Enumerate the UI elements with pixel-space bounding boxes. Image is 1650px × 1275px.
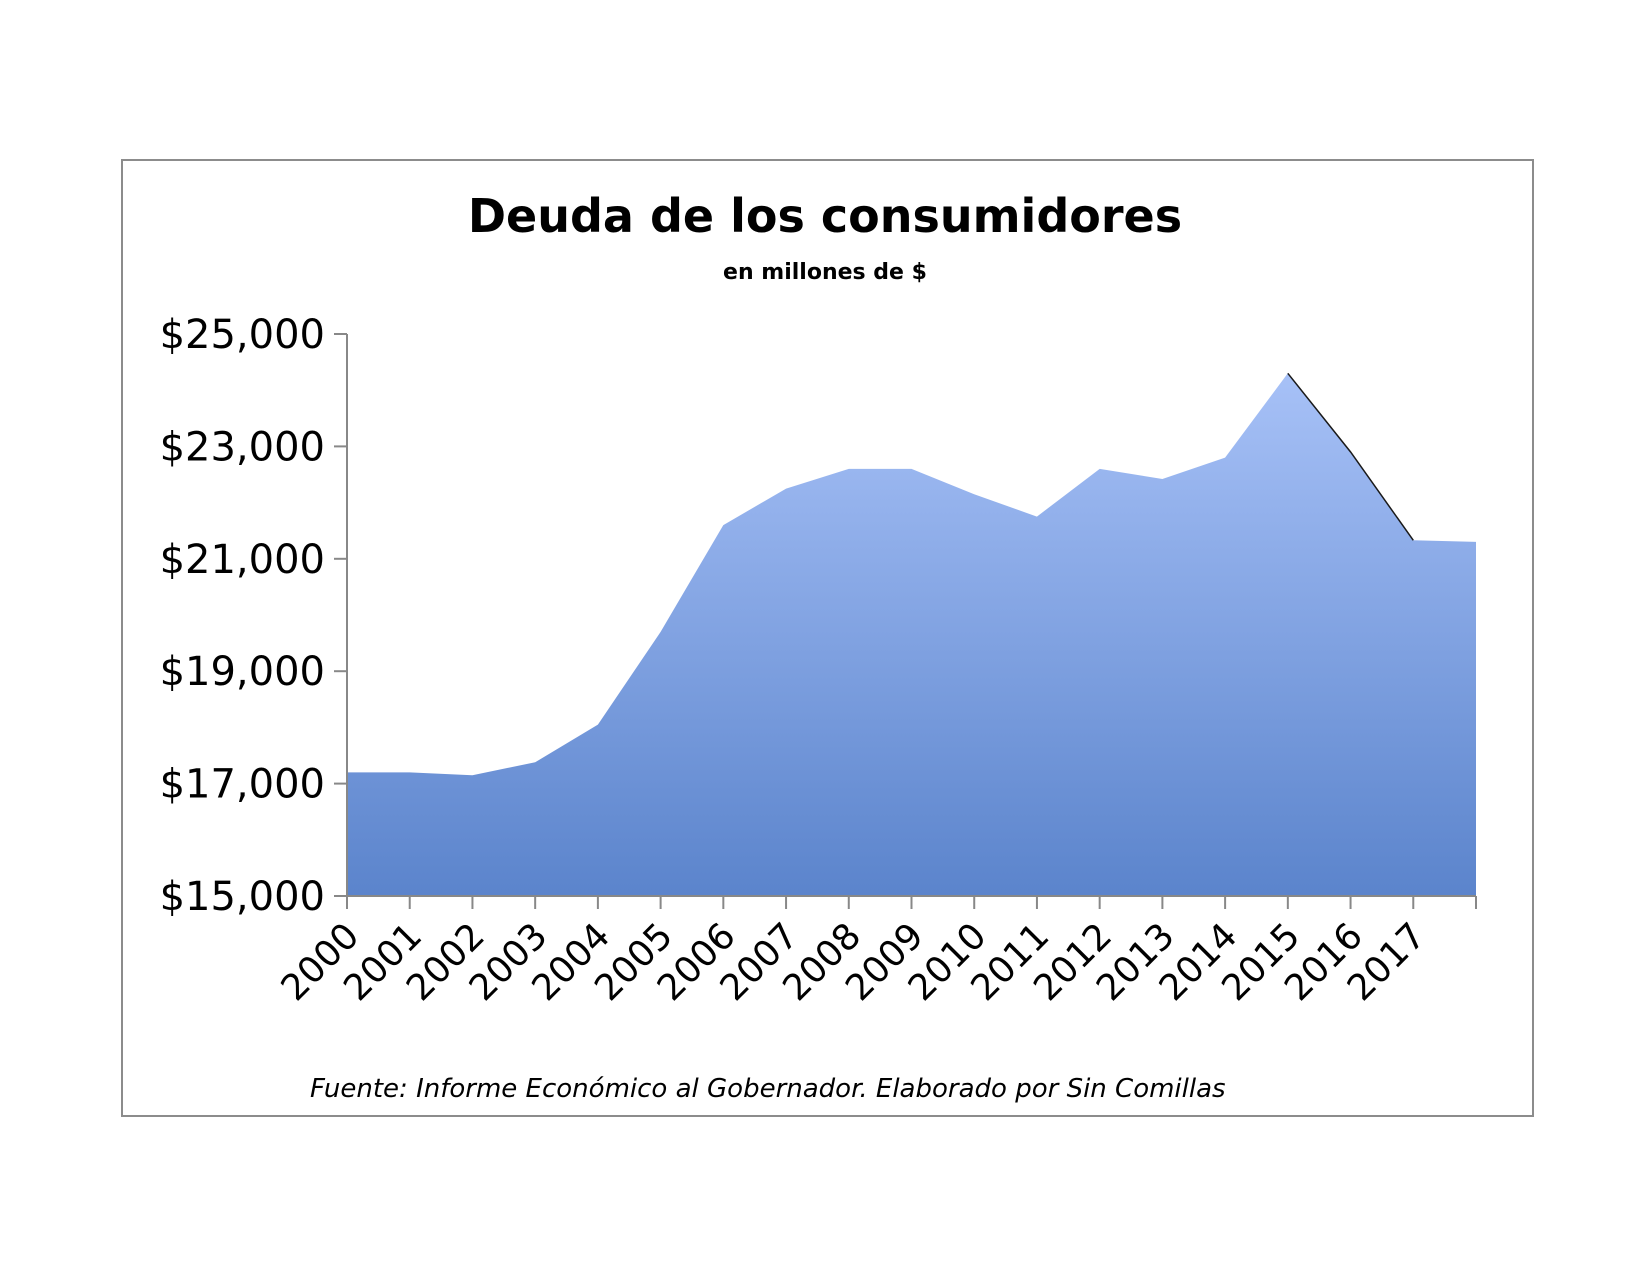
y-tick-label: $23,000 xyxy=(160,424,325,470)
plot-area: $15,000 $17,000 $19,000 $21,000 $23,000 $25,0… xyxy=(160,312,1477,1009)
area-edge-line xyxy=(1287,372,1414,541)
y-tick-label: $15,000 xyxy=(160,874,325,920)
area-series xyxy=(347,373,1476,896)
y-tick-label: $21,000 xyxy=(160,537,325,583)
y-tick-label: $19,000 xyxy=(160,649,325,695)
chart-subtitle: en millones de $ xyxy=(723,260,927,285)
y-tick-label: $25,000 xyxy=(160,312,325,358)
y-tick-label: $17,000 xyxy=(160,762,325,808)
chart-title: Deuda de los consumidores xyxy=(468,189,1182,243)
source-note: Fuente: Informe Económico al Gobernador.… xyxy=(310,1074,1226,1104)
